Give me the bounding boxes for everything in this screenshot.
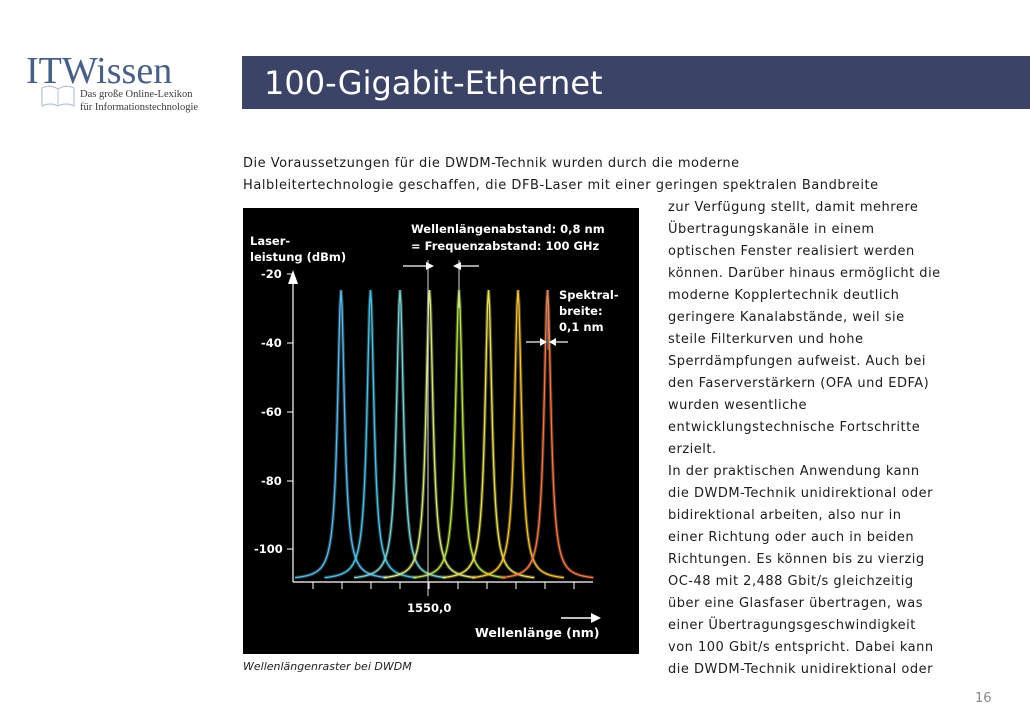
y-tick-label: -100 <box>254 542 283 556</box>
body-line: einer Übertragungsgeschwindigkeit <box>668 618 916 633</box>
spectral-width-label-3: 0,1 nm <box>559 320 604 334</box>
body-line: In der praktischen Anwendung kann <box>668 464 920 479</box>
body-line: optischen Fenster realisiert werden <box>668 244 915 259</box>
arrow-right-icon <box>426 262 434 270</box>
body-line: OC-48 mit 2,488 Gbit/s gleichzeitig <box>668 574 914 589</box>
spectral-width-label-1: Spektral- <box>559 288 619 302</box>
arrow-right-icon <box>540 338 547 346</box>
arrow-left-icon <box>453 262 461 270</box>
body-line: Die Voraussetzungen für die DWDM-Technik… <box>243 156 740 171</box>
spacing-annotation-1: Wellenlängenabstand: 0,8 nm <box>411 222 605 236</box>
page-number: 16 <box>975 691 992 706</box>
spectral-width-label-2: breite: <box>559 304 603 318</box>
body-line: entwicklungstechnische Fortschritte <box>668 420 921 435</box>
spectral-peak <box>383 289 476 579</box>
body-line: geringere Kanalabstände, weil sie <box>668 310 905 325</box>
y-tick-label: -40 <box>261 336 282 350</box>
y-axis-label-1: Laser- <box>250 234 291 248</box>
dwdm-spectrum-figure: Laser- leistung (dBm) -20 -40 -60 -80 -1… <box>243 208 639 654</box>
spectral-peak <box>471 289 565 579</box>
body-line: können. Darüber hinaus ermöglicht die <box>668 266 941 281</box>
itwissen-logo[interactable]: ITWissen Das große Online-Lexikon für In… <box>26 50 226 120</box>
body-line: steile Filterkurven und hohe <box>668 332 864 347</box>
body-line: den Faserverstärkern (OFA und EDFA) <box>668 376 930 391</box>
body-line: über eine Glasfaser übertragen, was <box>668 596 924 611</box>
x-axis-label: Wellenlänge (nm) <box>475 625 600 640</box>
spectral-peak <box>294 289 388 579</box>
body-line: Sperrdämpfungen aufweist. Auch bei <box>668 354 926 369</box>
title-bar: 100-Gigabit-Ethernet <box>242 56 1030 109</box>
arrow-left-icon <box>549 338 556 346</box>
y-tick-label: -20 <box>261 267 282 281</box>
logo-wordmark: ITWissen <box>26 50 173 92</box>
body-line: die DWDM-Technik unidirektional oder <box>668 662 933 677</box>
figure-caption: Wellenlängenraster bei DWDM <box>243 660 412 673</box>
spectral-peak <box>324 289 417 579</box>
spectral-peak <box>353 289 447 579</box>
body-line: moderne Kopplertechnik deutlich <box>668 288 900 303</box>
y-axis-label-2: leistung (dBm) <box>250 250 347 264</box>
y-tick-label: -80 <box>261 474 282 488</box>
body-line: von 100 Gbit/s entspricht. Dabei kann <box>668 640 934 655</box>
book-icon <box>41 85 75 107</box>
y-axis-arrow-icon <box>288 270 298 284</box>
spectral-peaks <box>294 289 594 580</box>
spacing-annotation-2: = Frequenzabstand: 100 GHz <box>411 239 600 253</box>
arrow-right-icon <box>591 613 601 623</box>
spectrum-plot <box>287 260 601 623</box>
body-line: die DWDM-Technik unidirektional oder <box>668 486 933 501</box>
y-tick-label: -60 <box>261 405 282 419</box>
body-line: erzielt. <box>668 442 717 457</box>
body-line: wurden wesentliche <box>668 398 807 413</box>
logo-tagline-2: für Informationstechnologie <box>80 102 199 113</box>
spectral-peak <box>501 289 594 579</box>
body-line: bidirektional arbeiten, also nur in <box>668 508 902 523</box>
center-wavelength-label: 1550,0 <box>407 601 452 615</box>
page-title: 100-Gigabit-Ethernet <box>264 64 603 102</box>
body-line: Richtungen. Es können bis zu vierzig <box>668 552 925 567</box>
x-tick-marks <box>312 582 575 589</box>
body-line: Halbleitertechnologie geschaffen, die DF… <box>243 178 879 193</box>
spectral-peak <box>442 289 535 579</box>
body-line: Übertragungskanäle in einem <box>668 222 875 237</box>
body-line: einer Richtung oder auch in beiden <box>668 530 915 545</box>
logo-tagline-1: Das große Online-Lexikon <box>80 89 193 100</box>
body-line: zur Verfügung stellt, damit mehrere <box>668 200 919 215</box>
